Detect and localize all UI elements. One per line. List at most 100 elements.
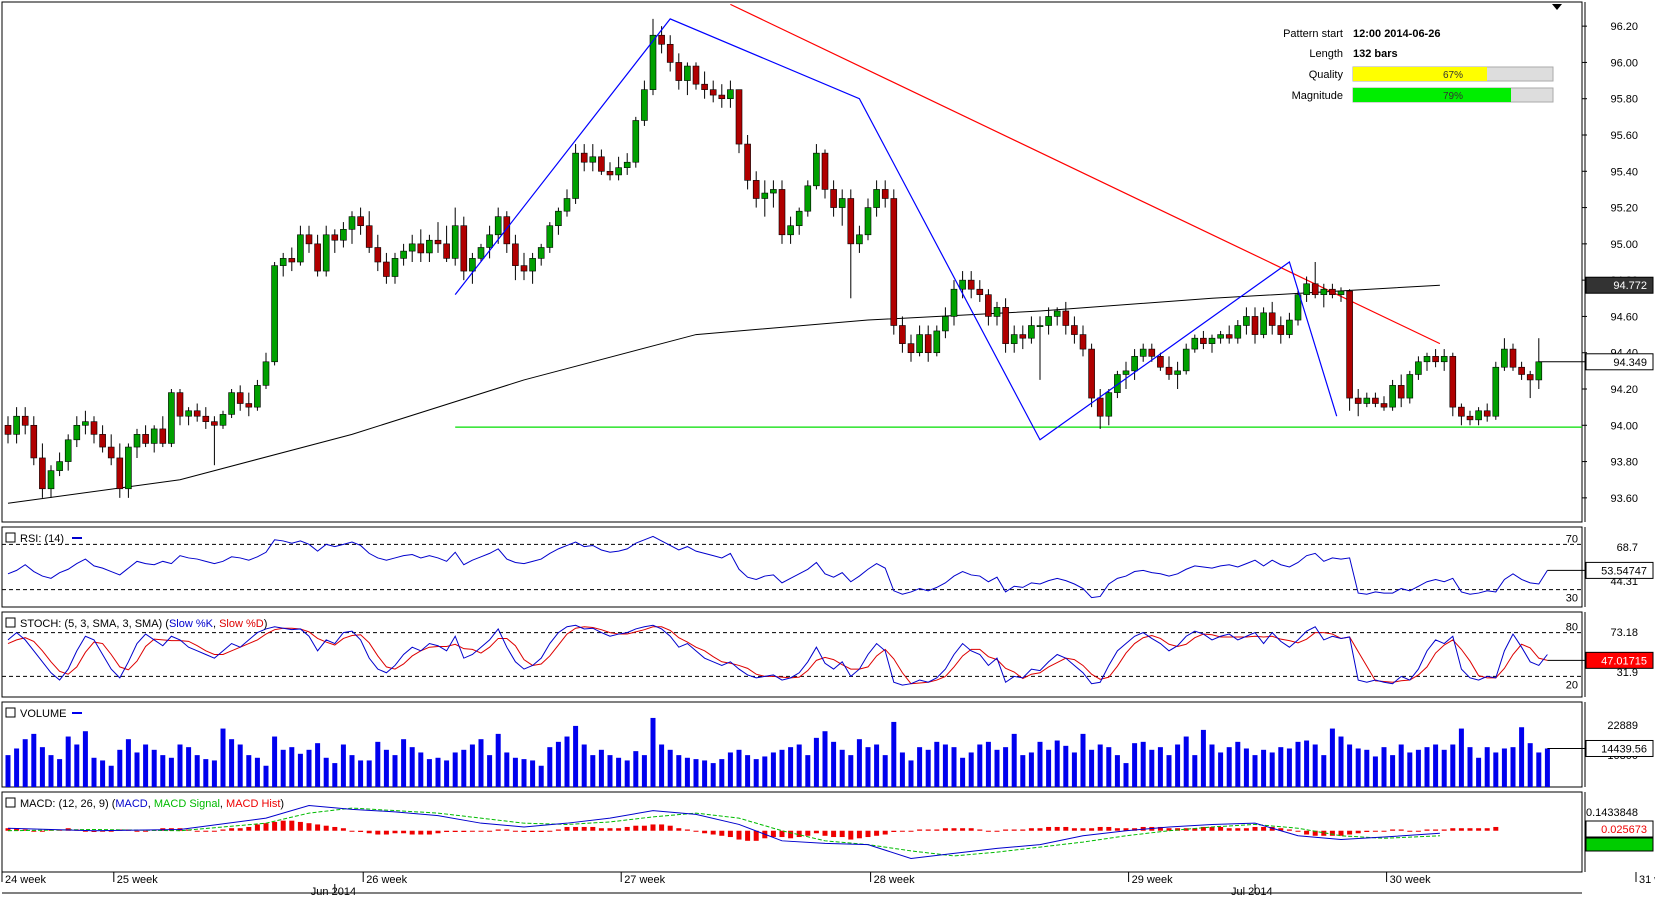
volume-bar [211, 760, 217, 787]
macd-hist-bar [624, 826, 630, 831]
volume-bar [1424, 747, 1430, 787]
macd-hist-bar [1243, 828, 1249, 831]
macd-hist-bar [263, 823, 269, 831]
macd-hist-bar [573, 826, 579, 831]
macd-hist-bar [1157, 826, 1163, 831]
volume-bar [57, 759, 63, 787]
candlestick [993, 301, 1001, 326]
macd-hist-bar [736, 830, 742, 840]
candle-body [890, 198, 898, 326]
volume-bar [426, 759, 432, 787]
candlestick [486, 225, 493, 259]
volume-bar [1312, 744, 1318, 787]
candle-body [1105, 392, 1113, 417]
macd-hist-bar [409, 830, 415, 835]
volume-bar [1106, 747, 1112, 787]
candle-body [1028, 325, 1035, 339]
volume-bar [1501, 748, 1507, 787]
macd-line [7, 805, 1440, 859]
volume-bar [134, 752, 140, 787]
volume-bar [340, 744, 346, 787]
candlestick [193, 403, 201, 422]
volume-bar [581, 744, 587, 787]
week-label: 29 week [1132, 874, 1173, 886]
volume-bar [882, 755, 888, 787]
candle-body [262, 361, 270, 386]
price-pane[interactable]: 96.2096.0095.8095.6095.4095.2095.0094.80… [4, 3, 1654, 505]
stoch-level-label: 20 [1566, 679, 1578, 691]
volume-bar [1390, 755, 1396, 787]
price-tick-label: 93.60 [1610, 493, 1638, 505]
pattern-info-box: Pattern start 12:00 2014-06-26 Length 13… [1283, 28, 1554, 103]
candle-body [408, 243, 416, 252]
candle-body [1243, 316, 1250, 326]
candlestick [555, 207, 562, 235]
candle-body [1406, 374, 1414, 399]
candle-body [1182, 348, 1190, 372]
candle-body [1131, 356, 1138, 372]
volume-bar [1011, 733, 1017, 787]
candle-body [1010, 334, 1018, 344]
macd-hist-bar [1123, 828, 1129, 831]
length-label: Length [1309, 48, 1343, 60]
candlestick [1449, 352, 1457, 417]
macd-hist-bar [1424, 829, 1430, 831]
candlestick [1320, 283, 1328, 308]
macd-hist-bar [340, 828, 346, 831]
candlestick [907, 334, 915, 362]
price-pane-border [1, 1, 1583, 523]
candlestick [305, 225, 313, 253]
macd-hist-bar [1458, 828, 1464, 831]
macd-hist-bar [805, 830, 811, 836]
candle-body [1432, 356, 1439, 363]
rsi-toggle-icon [5, 532, 16, 543]
macd-hist-bar [1338, 830, 1344, 836]
volume-bar [1097, 744, 1103, 787]
candlestick [890, 189, 898, 335]
macd-hist-bar [727, 830, 733, 838]
candle-body [443, 243, 450, 259]
candle-body [460, 225, 468, 272]
volume-bar [770, 752, 776, 787]
magnitude-label: Magnitude [1292, 90, 1343, 102]
volume-bar [383, 749, 389, 787]
volume-bar [323, 757, 329, 787]
candle-body [211, 421, 218, 426]
macd-pane[interactable]: 0.1433848 0.025673 MACD: (12, 26, 9) (MACD… [5, 797, 1654, 859]
candlestick [838, 189, 846, 226]
candle-body [254, 385, 261, 408]
candle-body [288, 258, 296, 263]
candle-body [39, 457, 46, 490]
candle-body [709, 89, 717, 96]
candle-body [1380, 403, 1388, 408]
candlestick [185, 407, 192, 426]
candle-body [1053, 310, 1061, 317]
macd-hist-bar [512, 830, 518, 832]
candlestick [503, 211, 511, 253]
candlestick [262, 352, 270, 389]
candle-body [580, 152, 588, 163]
candle-body [374, 247, 382, 263]
candlestick [1234, 320, 1242, 344]
candle-body [348, 216, 356, 230]
volume-bar [1441, 749, 1447, 787]
macd-hist-bar [633, 825, 639, 831]
stochastic-pane[interactable]: 80 20 73.18 31.947.01715 STOCH: (5, 3, SMA, … [2, 617, 1654, 691]
candle-body [752, 180, 760, 199]
candle-body [176, 392, 184, 417]
macd-hist-bar [1080, 828, 1086, 831]
volume-bar [831, 741, 837, 787]
volume-bar [925, 749, 931, 787]
macd-hist-bar [702, 830, 708, 834]
macd-hist-bar [831, 830, 837, 838]
candle-body [907, 343, 915, 354]
macd-hist-bar [323, 825, 329, 831]
volume-bar [874, 744, 880, 787]
candle-body [512, 243, 519, 266]
macd-hist-bar [108, 830, 114, 832]
volume-bar [1286, 748, 1292, 787]
macd-hist-bar [487, 830, 493, 832]
